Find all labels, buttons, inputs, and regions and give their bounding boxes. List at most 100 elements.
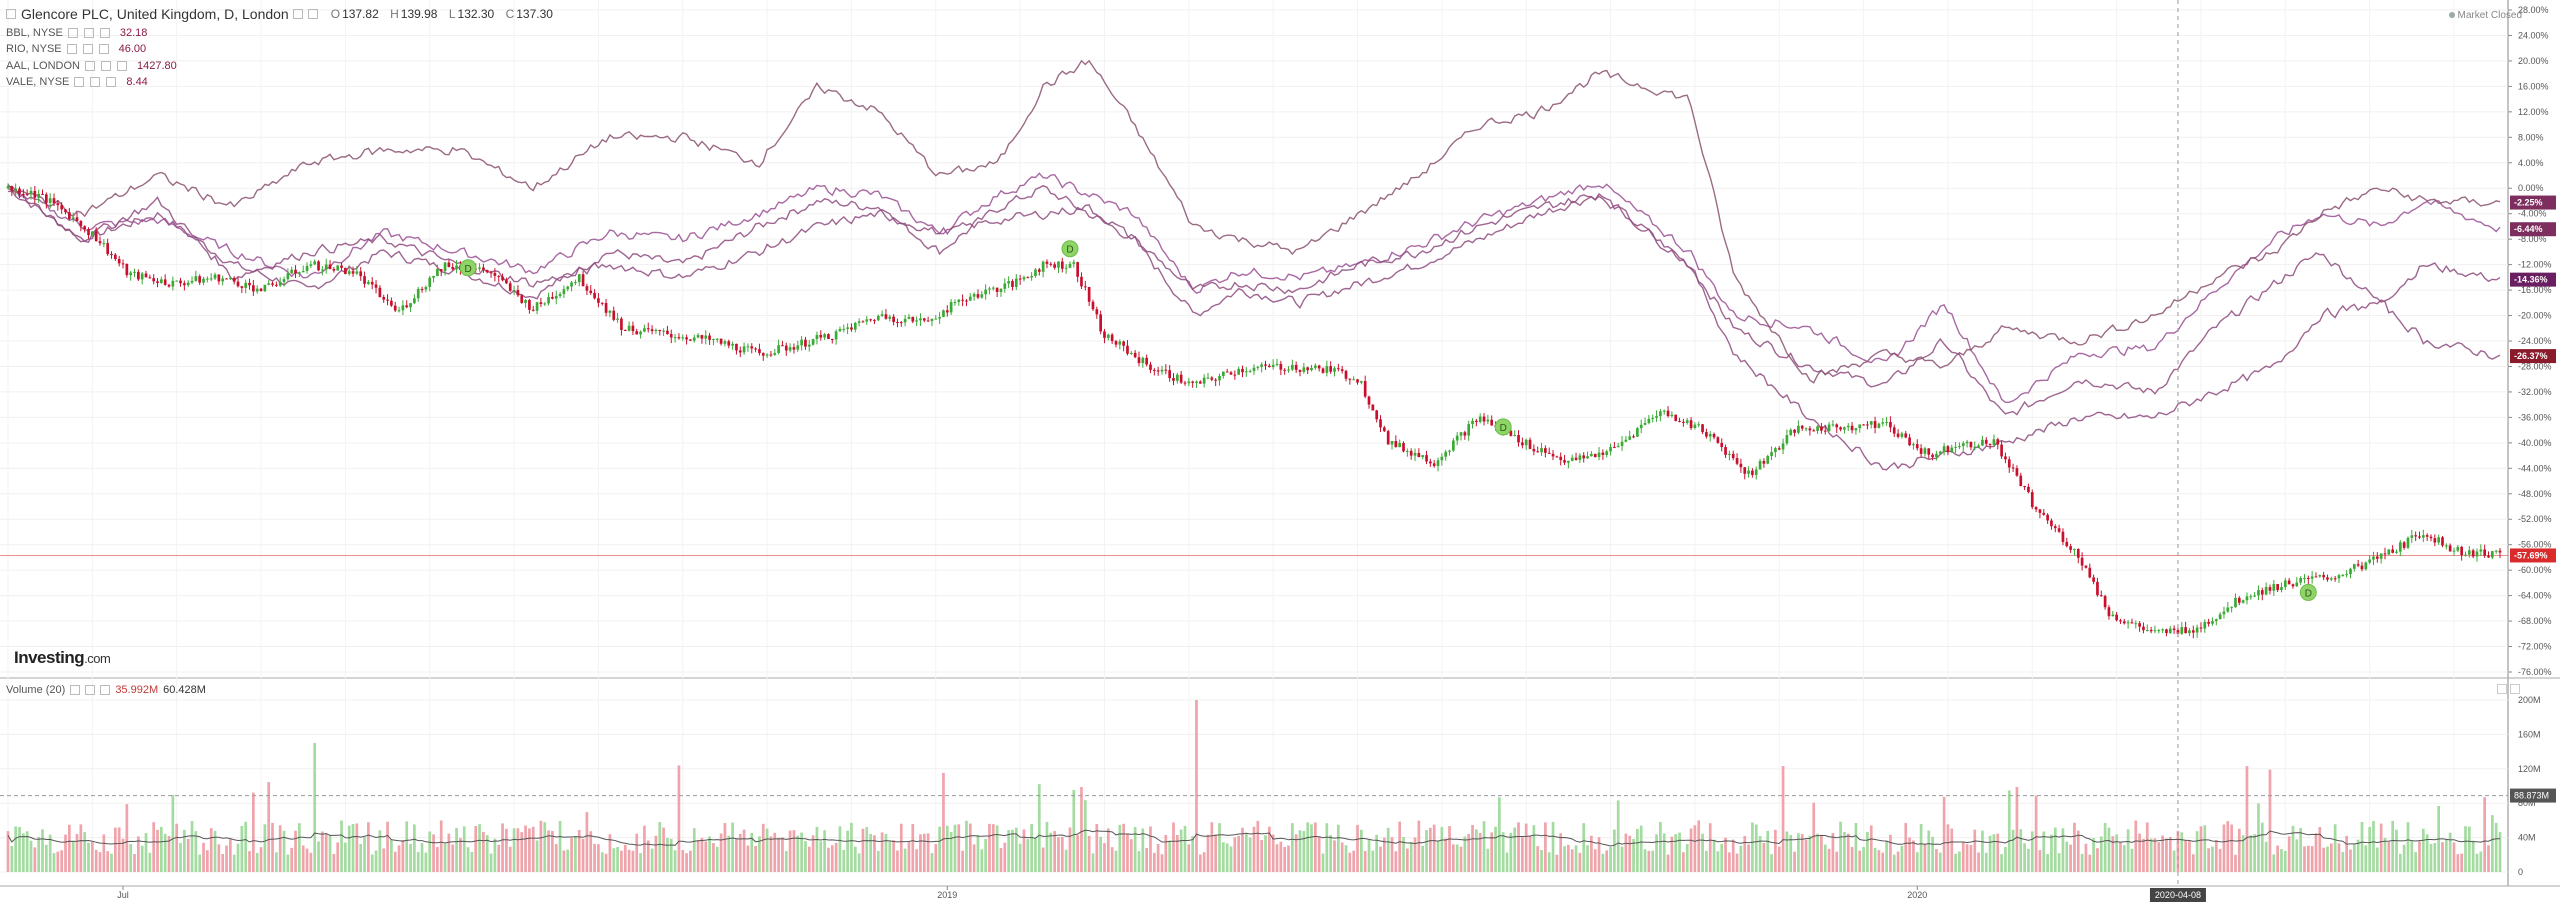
volume-bar xyxy=(1275,844,1279,872)
candle-body xyxy=(1279,363,1283,370)
candle-body xyxy=(516,290,520,296)
close-icon[interactable] xyxy=(99,27,110,38)
candle-body xyxy=(1705,432,1708,437)
visibility-icon[interactable] xyxy=(67,27,78,38)
candle-body xyxy=(2498,550,2502,553)
compare-label[interactable]: VALE, NYSE xyxy=(6,76,70,88)
volume-label[interactable]: Volume (20) xyxy=(6,684,66,696)
candle-body xyxy=(2452,550,2456,552)
volume-bar xyxy=(1536,846,1540,872)
volume-bar xyxy=(409,843,412,872)
volume-bar xyxy=(110,853,113,872)
candle-body xyxy=(570,282,573,287)
volume-tick-label: 200M xyxy=(2518,695,2541,705)
volume-bar xyxy=(1175,835,1179,872)
candle-body xyxy=(359,271,363,277)
candle-body xyxy=(2398,542,2402,552)
candle-body xyxy=(2276,584,2279,591)
volume-bar xyxy=(94,849,98,872)
candle-body xyxy=(1590,453,1593,457)
candle-body xyxy=(784,345,788,351)
candle-body xyxy=(727,341,731,346)
compare-label[interactable]: BBL, NYSE xyxy=(6,26,63,39)
volume-bar xyxy=(1946,824,1950,872)
volume-bar xyxy=(1969,845,1973,872)
volume-bar xyxy=(953,824,957,872)
candle-body xyxy=(1605,451,1609,455)
candle-body xyxy=(2211,621,2214,624)
visibility-icon[interactable] xyxy=(66,44,77,55)
settings-icon[interactable] xyxy=(85,685,96,695)
candle-body xyxy=(1609,447,1612,452)
close-icon[interactable] xyxy=(100,685,111,695)
candle-body xyxy=(1938,451,1942,454)
settings-icon[interactable] xyxy=(100,60,111,71)
candle-body xyxy=(2444,545,2448,547)
pane-close-icon[interactable] xyxy=(2510,684,2520,694)
close-icon[interactable] xyxy=(106,77,117,88)
volume-bar xyxy=(121,838,125,872)
collapse-icon[interactable] xyxy=(6,9,16,20)
candle-body xyxy=(1379,419,1382,428)
candle-body xyxy=(861,321,865,323)
candle-body xyxy=(309,264,313,266)
candle-body xyxy=(1482,416,1486,422)
compare-series-line xyxy=(8,188,2501,471)
candle-body xyxy=(2306,577,2310,579)
volume-bar xyxy=(777,837,780,872)
settings-icon[interactable] xyxy=(82,44,93,55)
volume-bar xyxy=(2069,844,2072,872)
volume-bar xyxy=(1973,829,1977,872)
volume-bar xyxy=(1582,823,1586,872)
volume-bar xyxy=(2260,822,2264,872)
settings-icon[interactable] xyxy=(83,27,94,38)
volume-bar xyxy=(328,834,332,872)
candle-body xyxy=(738,350,742,353)
visibility-icon[interactable] xyxy=(84,60,95,71)
candle-body xyxy=(968,296,972,301)
candle-body xyxy=(2483,549,2487,556)
remove-icon[interactable] xyxy=(307,9,318,20)
close-icon[interactable] xyxy=(116,60,127,71)
volume-bar xyxy=(1555,854,1559,872)
candle-body xyxy=(1643,422,1647,425)
volume-bar xyxy=(738,833,742,872)
candle-body xyxy=(1145,357,1148,365)
settings-icon[interactable] xyxy=(90,77,101,88)
compare-label[interactable]: RIO, NYSE xyxy=(6,43,62,55)
candle-body xyxy=(2280,587,2283,591)
compare-series-line xyxy=(7,172,2501,403)
volume-bar xyxy=(995,825,999,872)
crosshair-date-label: 2020-04-08 xyxy=(2155,890,2201,900)
compare-label[interactable]: AAL, LONDON xyxy=(6,59,80,72)
candle-body xyxy=(945,310,949,313)
volume-bar xyxy=(1298,830,1302,872)
candle-body xyxy=(1766,456,1770,464)
volume-bar xyxy=(1490,832,1494,872)
candle-body xyxy=(980,294,984,298)
settings-icon[interactable] xyxy=(292,9,303,20)
visibility-icon[interactable] xyxy=(74,77,85,88)
symbol-title[interactable]: Glencore PLC, United Kingdom, D, London xyxy=(21,6,289,22)
candle-body xyxy=(313,261,317,265)
candle-body xyxy=(229,277,232,279)
candle-body xyxy=(2165,629,2168,634)
volume-bar xyxy=(1866,831,1869,872)
candle-body xyxy=(1697,424,1701,426)
candle-body xyxy=(2260,590,2264,595)
pane-up-icon[interactable] xyxy=(2497,684,2507,694)
volume-bar xyxy=(144,832,148,872)
visibility-icon[interactable] xyxy=(70,685,81,695)
volume-bar xyxy=(1129,839,1133,872)
volume-bar xyxy=(436,847,439,872)
candle-body xyxy=(1317,365,1321,369)
close-icon[interactable] xyxy=(98,44,109,55)
volume-bar xyxy=(309,852,313,872)
candle-body xyxy=(1693,424,1697,429)
volume-bar xyxy=(447,833,451,872)
candle-body xyxy=(1390,441,1394,445)
volume-bar xyxy=(1122,823,1125,872)
candle-body xyxy=(1210,377,1214,380)
candle-body xyxy=(2011,467,2015,469)
